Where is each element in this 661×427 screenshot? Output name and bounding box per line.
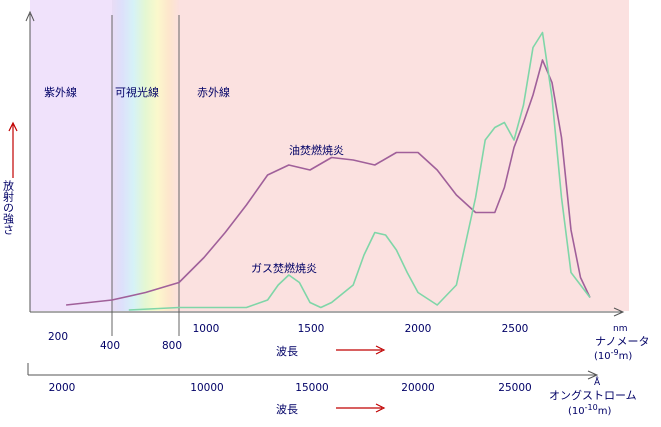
nm-tick-label: 200 — [48, 331, 68, 343]
angstrom-unit-top: Å — [594, 376, 601, 388]
series-label-oil: 油焚燃焼炎 — [289, 143, 344, 157]
x-axis-nm-arrowhead — [613, 307, 625, 317]
series-label-gas: ガス焚燃焼炎 — [251, 261, 317, 275]
angstrom-tick-label: 20000 — [401, 382, 434, 394]
nm-unit-top: nm — [613, 324, 627, 334]
nm-tick-group: 200 400 800 1000 1500 2000 2500 — [48, 323, 528, 352]
y-label-arrowhead — [8, 121, 18, 132]
x-axis-angstrom-arrowhead — [587, 370, 599, 380]
x-axis-label-nm: 波長 — [276, 345, 298, 358]
region-label-visible: 可視光線 — [115, 85, 159, 99]
nm-tick-label: 1000 — [193, 323, 220, 335]
angstrom-tick-label: 15000 — [295, 382, 328, 394]
ir-region — [179, 0, 629, 311]
nm-tick-label: 800 — [162, 340, 182, 352]
y-axis-arrowhead — [25, 10, 35, 22]
nm-unit-power: (10-9m) — [594, 348, 632, 362]
series-line-oil — [66, 59, 591, 306]
angstrom-tick-label: 25000 — [498, 382, 531, 394]
x-axis-label-angstrom: 波長 — [276, 403, 298, 416]
uv-region — [30, 0, 112, 311]
series-line-gas — [128, 31, 591, 311]
angstrom-tick-label: 10000 — [190, 382, 223, 394]
x-label-arrowhead-angstrom — [375, 403, 386, 413]
nm-tick-label: 1500 — [298, 323, 325, 335]
nm-tick-label: 2000 — [405, 323, 432, 335]
nm-tick-label: 2500 — [502, 323, 529, 335]
nm-unit-name: ナノメータ — [595, 335, 649, 348]
angstrom-unit-power: (10-10m) — [568, 403, 611, 417]
x-label-arrowhead-nm — [375, 345, 386, 355]
angstrom-tick-group: 2000 10000 15000 20000 25000 — [49, 382, 532, 394]
region-label-ir: 赤外線 — [197, 85, 230, 99]
region-label-uv: 紫外線 — [44, 85, 77, 99]
angstrom-tick-label: 2000 — [49, 382, 76, 394]
nm-tick-label: 400 — [100, 340, 120, 352]
visible-region — [112, 0, 179, 311]
y-axis-label: 放射の強さ — [2, 179, 15, 235]
angstrom-unit-name: オングストローム — [549, 388, 637, 402]
